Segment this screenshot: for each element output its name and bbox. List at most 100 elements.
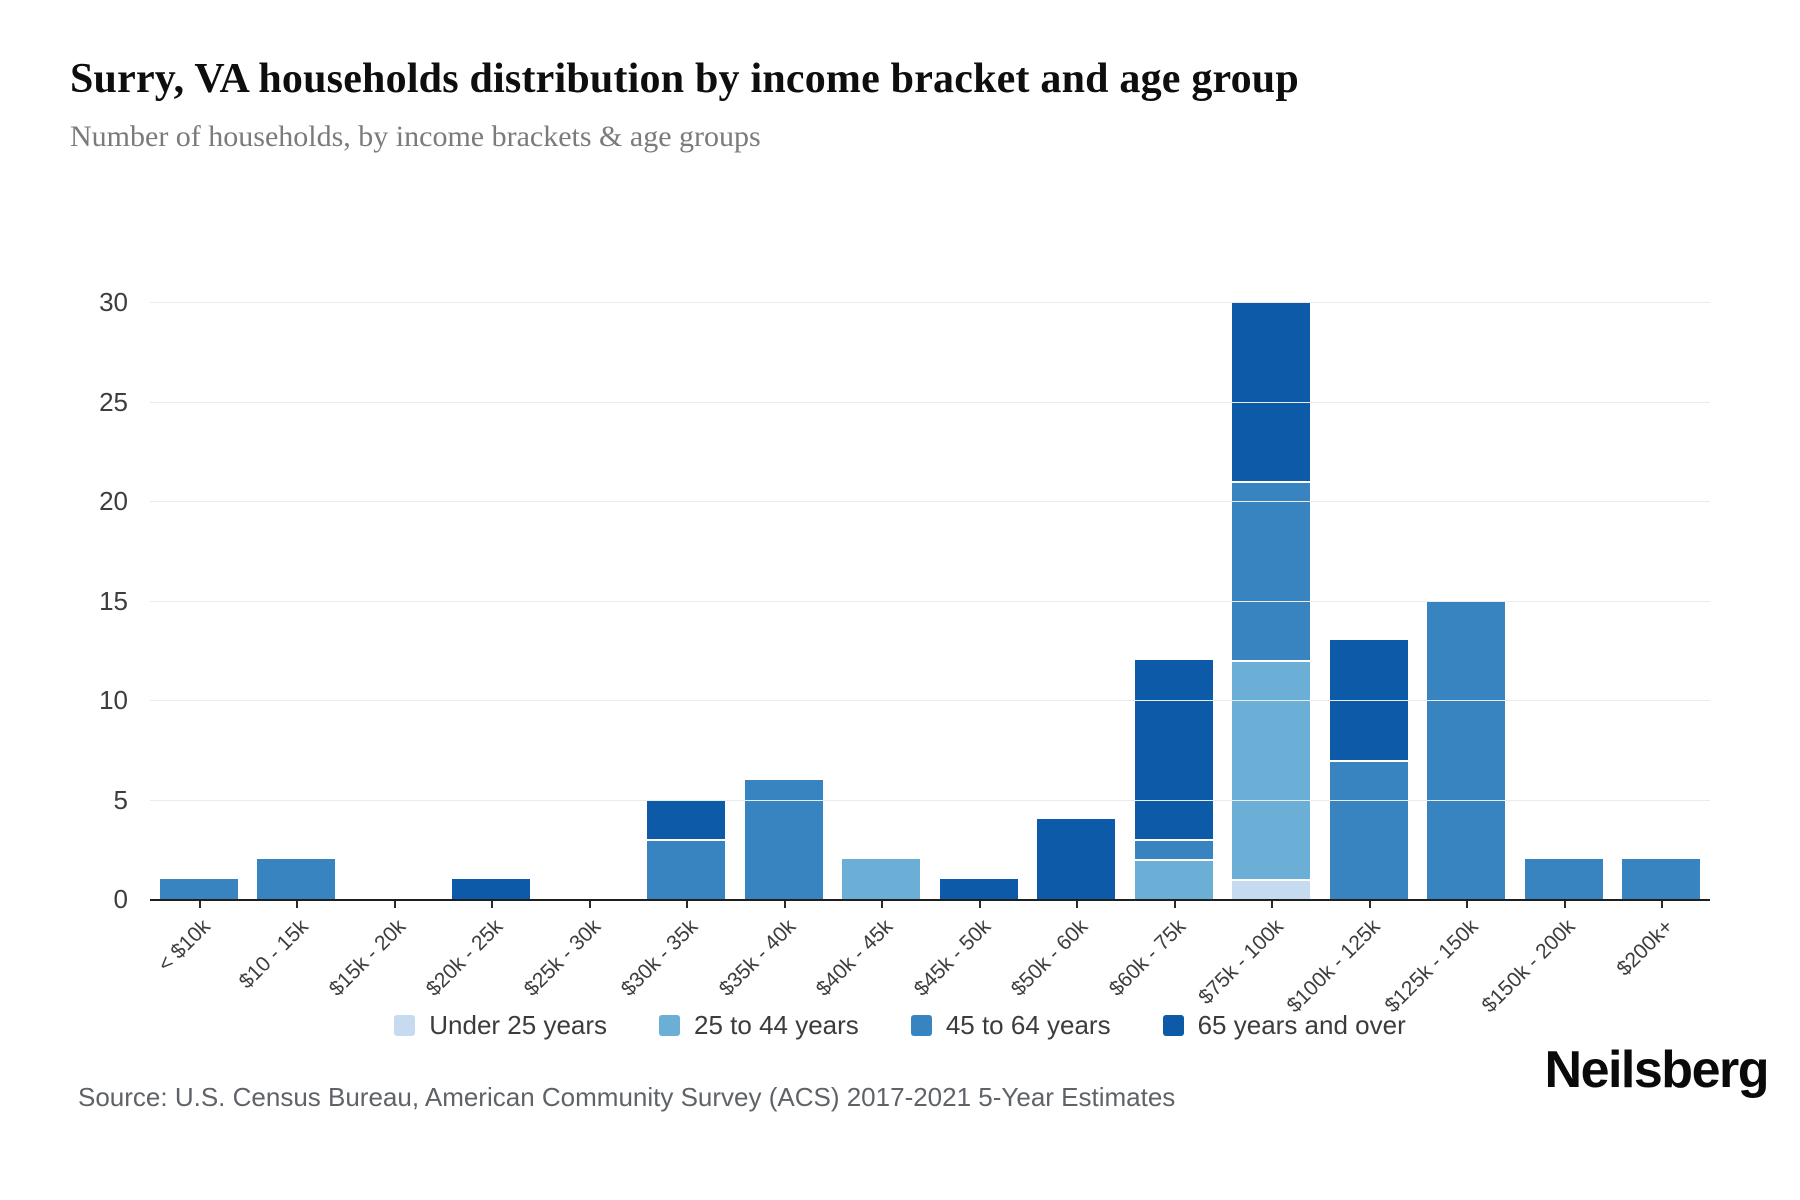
stacked-bar-< $10k[interactable] — [159, 879, 238, 899]
bar-segment[interactable] — [1622, 859, 1701, 899]
legend-item[interactable]: 25 to 44 years — [659, 1010, 859, 1041]
stacked-bar-$30k - 35k[interactable] — [647, 799, 726, 899]
x-axis-tick — [198, 901, 201, 908]
x-axis-tick — [1076, 901, 1079, 908]
category-slot: $30k - 35k — [617, 302, 736, 1001]
bar-segment[interactable] — [159, 879, 238, 899]
gridline — [150, 501, 1710, 502]
stacked-bar-$100k - 125k[interactable] — [1329, 640, 1408, 899]
legend-item[interactable]: 65 years and over — [1162, 1010, 1406, 1041]
legend-swatch-icon — [910, 1015, 932, 1036]
category-slot: $45k - 50k — [909, 302, 1028, 1001]
x-axis-tick-label: $150k - 200k — [1477, 915, 1581, 1018]
category-slot: $50k - 60k — [1007, 302, 1126, 1001]
stacked-bar-$75k - 100k[interactable] — [1232, 302, 1311, 899]
category-slot: $40k - 45k — [812, 302, 931, 1001]
x-axis-tick — [1563, 901, 1566, 908]
bar-segment[interactable] — [939, 879, 1018, 899]
category-slot: $125k - 150k — [1380, 302, 1516, 1017]
category-slot: $25k - 30k — [519, 302, 638, 1001]
x-axis-tick — [1661, 901, 1664, 908]
legend-label: 65 years and over — [1197, 1010, 1406, 1040]
y-axis-tick-label: 5 — [113, 784, 128, 815]
y-axis-tick-label: 10 — [99, 685, 128, 715]
stacked-bar-$50k - 60k[interactable] — [1037, 819, 1116, 899]
stacked-bar-$60k - 75k[interactable] — [1134, 660, 1213, 899]
bar-segment[interactable] — [1232, 879, 1311, 899]
legend-label: 45 to 64 years — [945, 1010, 1111, 1040]
category-slot: $200k+ — [1612, 302, 1711, 980]
x-axis-tick-label: $25k - 30k — [519, 915, 606, 1001]
x-axis-tick-label: $60k - 75k — [1104, 915, 1191, 1001]
x-axis-tick-label: $40k - 45k — [811, 915, 898, 1001]
x-axis-tick-label: $35k - 40k — [714, 915, 801, 1001]
legend-swatch-icon — [1162, 1015, 1184, 1036]
x-axis-tick — [881, 901, 884, 908]
legend-swatch-icon — [394, 1015, 416, 1036]
x-axis-tick — [978, 901, 981, 908]
x-axis-tick-label: $200k+ — [1612, 915, 1678, 981]
category-slot: $75k - 100k — [1194, 302, 1321, 1009]
bars-container: < $10k $10 - 15k $15k - 20k $20k - 25k $25k … — [150, 302, 1711, 1017]
category-slot: $15k - 20k — [324, 302, 443, 1001]
plot-area: < $10k $10 - 15k $15k - 20k $20k - 25k $25k … — [99, 289, 1711, 1017]
stacked-bar-$200k+[interactable] — [1622, 859, 1701, 899]
bar-segment[interactable] — [842, 859, 921, 899]
x-axis-tick — [491, 901, 494, 908]
x-axis-tick — [1271, 901, 1274, 908]
page-title: Surry, VA households distribution by inc… — [70, 56, 1299, 102]
x-axis-tick — [296, 901, 299, 908]
x-axis-tick-label: $100k - 125k — [1282, 915, 1386, 1018]
gridline — [150, 700, 1710, 701]
bar-segment[interactable] — [647, 839, 726, 899]
bar-segment[interactable] — [1232, 481, 1311, 661]
bar-segment[interactable] — [647, 799, 726, 840]
x-axis-tick — [686, 901, 689, 908]
legend-item[interactable]: Under 25 years — [394, 1010, 607, 1041]
x-axis-tick — [1173, 901, 1176, 908]
stacked-bar-$45k - 50k[interactable] — [939, 879, 1018, 899]
brand-logo[interactable]: Neilsberg — [1544, 1041, 1770, 1099]
x-axis-tick-label: $10 - 15k — [234, 915, 313, 994]
bar-segment[interactable] — [1232, 660, 1311, 880]
category-slot: $150k - 200k — [1478, 302, 1613, 1017]
bar-segment[interactable] — [1134, 839, 1213, 860]
bar-segment[interactable] — [452, 879, 531, 899]
x-axis-tick-label: $50k - 60k — [1006, 915, 1093, 1001]
bar-segment[interactable] — [1134, 859, 1213, 899]
category-slot: $10 - 15k — [234, 302, 346, 993]
bar-segment[interactable] — [1232, 302, 1311, 482]
stacked-bar-$125k - 150k[interactable] — [1427, 600, 1506, 899]
stacked-bar-$40k - 45k[interactable] — [842, 859, 921, 899]
bar-segment[interactable] — [1524, 859, 1603, 899]
stacked-bar-$150k - 200k[interactable] — [1524, 859, 1603, 899]
category-slot: $20k - 25k — [422, 302, 541, 1001]
x-axis-tick — [783, 901, 786, 908]
y-axis-tick-label: 20 — [99, 486, 128, 516]
y-axis-tick-label: 25 — [99, 386, 128, 417]
stacked-bar-$10 - 15k[interactable] — [257, 859, 336, 899]
x-axis-tick — [1368, 901, 1371, 908]
x-axis-tick — [588, 901, 591, 908]
bar-segment[interactable] — [257, 859, 336, 899]
x-axis-tick-label: < $10k — [153, 915, 216, 977]
stacked-bar-$35k - 40k[interactable] — [744, 779, 823, 899]
x-axis-tick-label: $30k - 35k — [616, 915, 703, 1001]
bar-segment[interactable] — [744, 779, 823, 899]
legend-item[interactable]: 45 to 64 years — [910, 1010, 1111, 1041]
x-axis-tick-label: $45k - 50k — [909, 915, 996, 1001]
gridline — [150, 401, 1710, 403]
gridline — [150, 302, 1710, 303]
page-subtitle: Number of households, by income brackets… — [70, 120, 761, 153]
legend-label: 25 to 44 years — [694, 1010, 859, 1040]
bar-segment[interactable] — [1134, 660, 1213, 840]
bar-segment[interactable] — [1427, 600, 1506, 899]
bar-segment[interactable] — [1329, 759, 1408, 899]
category-slot: $60k - 75k — [1104, 302, 1223, 1001]
legend-label: Under 25 years — [429, 1010, 608, 1040]
x-axis-tick-label: $125k - 150k — [1380, 915, 1483, 1018]
stacked-bar-$20k - 25k[interactable] — [452, 879, 531, 899]
bar-segment[interactable] — [1037, 819, 1116, 899]
category-slot: < $10k — [150, 302, 248, 976]
y-axis-tick-label: 0 — [113, 884, 128, 914]
